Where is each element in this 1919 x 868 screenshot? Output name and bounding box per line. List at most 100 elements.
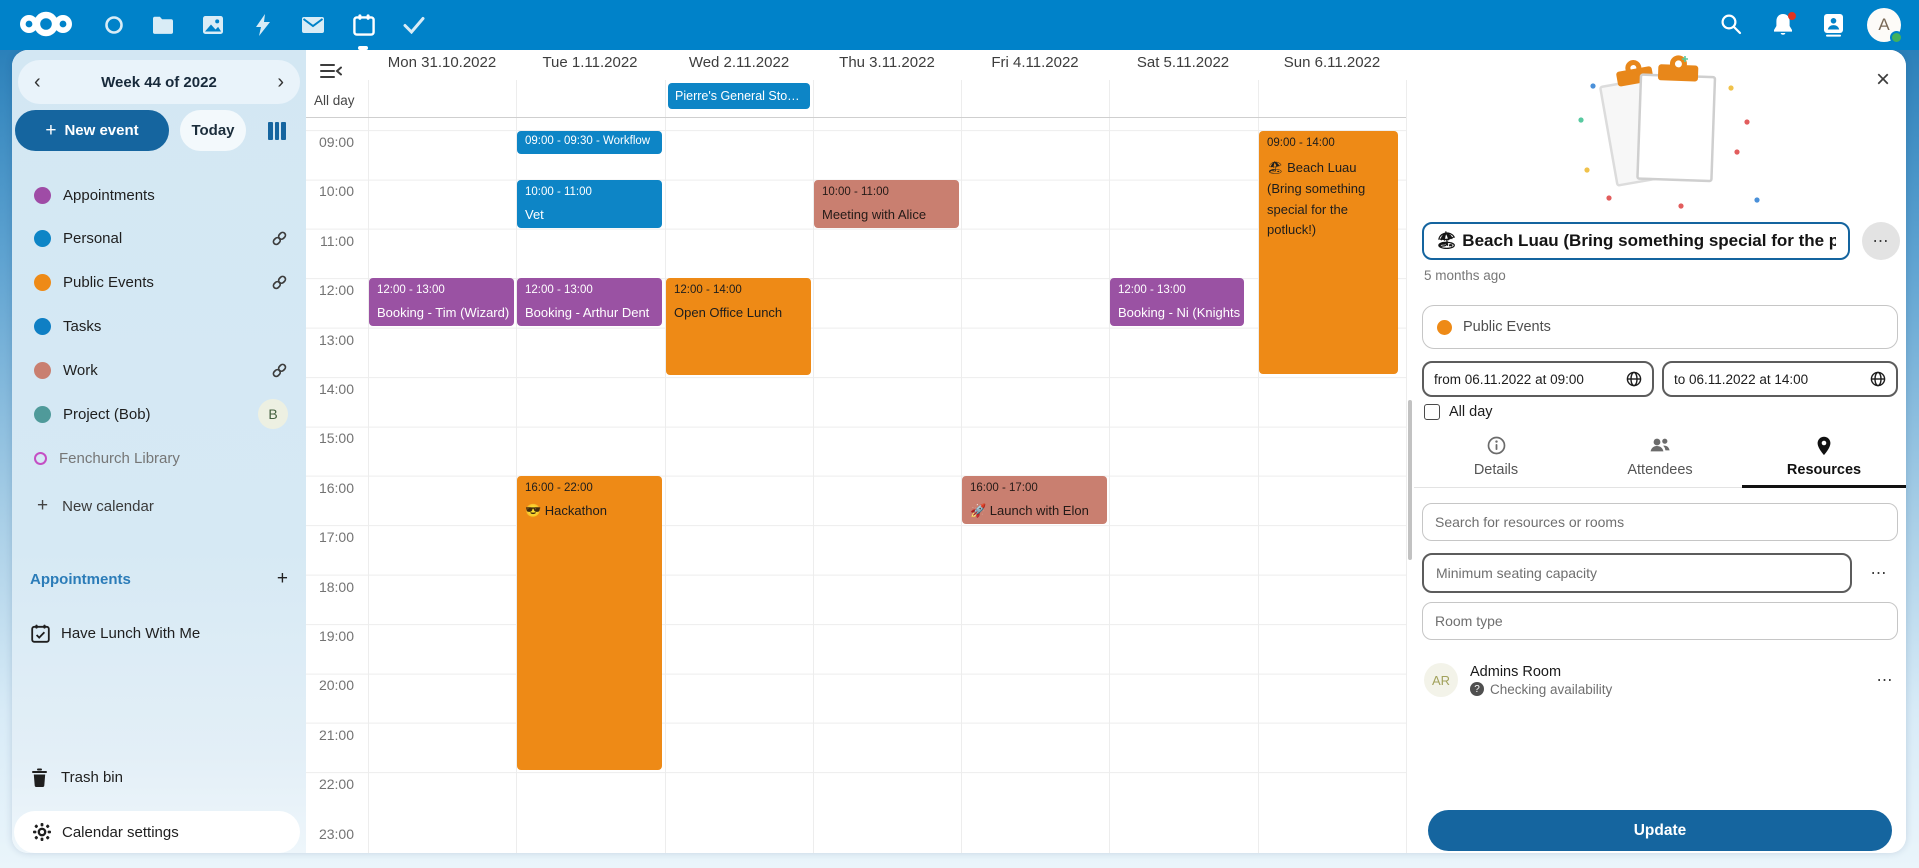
- more-icon: ⋯: [1872, 233, 1890, 250]
- appointment-item-have-lunch[interactable]: Have Lunch With Me: [12, 611, 306, 655]
- event-booking-ni[interactable]: 12:00 - 13:00 Booking - Ni (Knights: [1110, 278, 1244, 326]
- tab-label: Details: [1473, 462, 1519, 478]
- update-button[interactable]: Update: [1428, 810, 1892, 851]
- circles-app-icon[interactable]: [102, 13, 126, 37]
- allday-event-pierres-general-store[interactable]: Pierre's General Stor…: [668, 83, 810, 109]
- sidebar-item-appointments[interactable]: Appointments: [12, 173, 306, 217]
- day-header: Sun 6.11.2022: [1283, 54, 1381, 71]
- event-title-input[interactable]: [1422, 222, 1850, 260]
- view-mode-icon[interactable]: [268, 122, 287, 140]
- new-event-button[interactable]: + New event: [15, 110, 169, 151]
- calendar-app-icon[interactable]: [352, 13, 376, 37]
- trash-bin-button[interactable]: Trash bin: [12, 755, 306, 799]
- calendar-name: Appointments: [63, 186, 155, 204]
- title-more-actions-button[interactable]: ⋯: [1862, 222, 1900, 260]
- hour-label: 13:00: [318, 332, 354, 348]
- calendar-name: Work: [63, 361, 98, 379]
- resource-more-actions-button[interactable]: ⋯: [1866, 661, 1904, 699]
- more-icon: ⋯: [1876, 672, 1894, 689]
- tasks-app-icon[interactable]: [402, 13, 426, 37]
- sidebar-item-public-events[interactable]: Public Events: [12, 260, 306, 304]
- event-title: Booking - Arthur Dent: [525, 305, 650, 320]
- event-beach-luau[interactable]: 09:00 - 14:00 🏖 Beach Luau (Bring someth…: [1259, 131, 1398, 374]
- shared-link-icon[interactable]: [271, 230, 288, 247]
- timezone-globe-icon[interactable]: [1626, 371, 1642, 387]
- sidebar-item-fenchurch-library[interactable]: Fenchurch Library: [12, 436, 306, 480]
- week-navigation[interactable]: ‹ Week 44 of 2022 ›: [18, 60, 300, 104]
- user-avatar[interactable]: A: [1867, 8, 1903, 44]
- event-time: 09:00 - 09:30 - Workflow: [525, 135, 651, 147]
- calendar-settings-button[interactable]: Calendar settings: [14, 811, 300, 853]
- shared-link-icon[interactable]: [271, 274, 288, 291]
- files-app-icon[interactable]: [151, 13, 175, 37]
- end-datetime-value: to 06.11.2022 at 14:00: [1674, 371, 1809, 387]
- event-time: 16:00 - 17:00: [970, 482, 1038, 494]
- photos-app-icon[interactable]: [201, 13, 225, 37]
- new-calendar-button[interactable]: + New calendar: [12, 484, 306, 528]
- grid-scrollbar[interactable]: [1408, 400, 1412, 560]
- end-datetime-input[interactable]: to 06.11.2022 at 14:00: [1662, 361, 1898, 397]
- all-day-checkbox[interactable]: All day: [1424, 404, 1493, 420]
- hour-label: 11:00: [320, 233, 354, 249]
- tab-details[interactable]: Details: [1414, 432, 1578, 487]
- day-column-monday: 12:00 - 13:00 Booking - Tim (Wizard): [368, 118, 516, 853]
- event-workflow[interactable]: 09:00 - 09:30 - Workflow: [517, 131, 662, 154]
- resource-search-input[interactable]: [1422, 503, 1898, 541]
- event-time: 09:00 - 14:00: [1267, 137, 1335, 149]
- previous-week-button[interactable]: ‹: [34, 71, 41, 93]
- event-launch-with-elon[interactable]: 16:00 - 17:00 🚀 Launch with Elon: [962, 476, 1107, 524]
- location-pin-icon: [1742, 436, 1906, 456]
- event-meeting-with-alice[interactable]: 10:00 - 11:00 Meeting with Alice: [814, 180, 959, 228]
- calendar-name: Personal: [63, 229, 123, 247]
- event-booking-tim[interactable]: 12:00 - 13:00 Booking - Tim (Wizard): [369, 278, 514, 326]
- hour-label: 23:00: [318, 826, 354, 842]
- search-icon[interactable]: [1720, 13, 1744, 37]
- hour-label: 10:00: [318, 183, 354, 199]
- calendar-picker-value: Public Events: [1463, 319, 1551, 335]
- sidebar-item-project-bob[interactable]: Project (Bob) B: [12, 392, 306, 436]
- sidebar-item-personal[interactable]: Personal: [12, 216, 306, 260]
- collapse-sidebar-icon[interactable]: [320, 62, 342, 80]
- nextcloud-logo[interactable]: [18, 8, 74, 40]
- hour-label: 09:00: [318, 134, 354, 150]
- event-title: 🚀 Launch with Elon: [970, 503, 1089, 518]
- today-button[interactable]: Today: [180, 110, 246, 151]
- seating-capacity-input[interactable]: [1422, 553, 1852, 593]
- event-details-panel: ×: [1414, 50, 1906, 853]
- sidebar-item-work[interactable]: Work: [12, 348, 306, 392]
- contacts-icon[interactable]: [1822, 13, 1846, 37]
- tab-attendees[interactable]: Attendees: [1578, 432, 1742, 487]
- event-booking-arthur-dent[interactable]: 12:00 - 13:00 Booking - Arthur Dent: [517, 278, 662, 326]
- timezone-globe-icon[interactable]: [1870, 371, 1886, 387]
- shared-link-icon[interactable]: [271, 362, 288, 379]
- activity-app-icon[interactable]: [251, 13, 275, 37]
- checkbox-box[interactable]: [1424, 404, 1440, 420]
- day-column-thursday: 10:00 - 11:00 Meeting with Alice: [813, 118, 961, 853]
- calendar-color-dot: [34, 229, 51, 247]
- seating-filter-more-button[interactable]: ⋯: [1860, 554, 1898, 592]
- event-title: Booking - Tim (Wizard): [377, 305, 510, 320]
- calendar-picker-select[interactable]: Public Events: [1422, 305, 1898, 349]
- new-event-label: New event: [64, 122, 139, 139]
- week-label[interactable]: Week 44 of 2022: [101, 73, 217, 91]
- sidebar-item-tasks[interactable]: Tasks: [12, 304, 306, 348]
- event-open-office-lunch[interactable]: 12:00 - 14:00 Open Office Lunch: [666, 278, 811, 375]
- tab-resources[interactable]: Resources: [1742, 432, 1906, 487]
- calendar-color-dot: [34, 273, 51, 291]
- calendar-name: Tasks: [63, 317, 102, 335]
- all-day-label: All day: [314, 93, 355, 108]
- mail-app-icon[interactable]: [301, 13, 325, 37]
- trash-icon: [31, 768, 50, 787]
- close-icon[interactable]: ×: [1875, 66, 1890, 93]
- next-week-button[interactable]: ›: [277, 71, 284, 93]
- event-hackathon[interactable]: 16:00 - 22:00 😎 Hackathon: [517, 476, 662, 770]
- day-column-wednesday: 12:00 - 14:00 Open Office Lunch: [665, 118, 813, 853]
- event-vet[interactable]: 10:00 - 11:00 Vet: [517, 180, 662, 228]
- room-type-input[interactable]: [1422, 602, 1898, 640]
- notifications-bell-icon[interactable]: [1772, 12, 1796, 37]
- active-app-indicator: [358, 46, 368, 50]
- panel-tabs: Details Attendees Resources: [1414, 432, 1906, 487]
- hour-label: 19:00: [318, 628, 354, 644]
- add-appointment-button[interactable]: +: [276, 568, 288, 589]
- start-datetime-input[interactable]: from 06.11.2022 at 09:00: [1422, 361, 1654, 397]
